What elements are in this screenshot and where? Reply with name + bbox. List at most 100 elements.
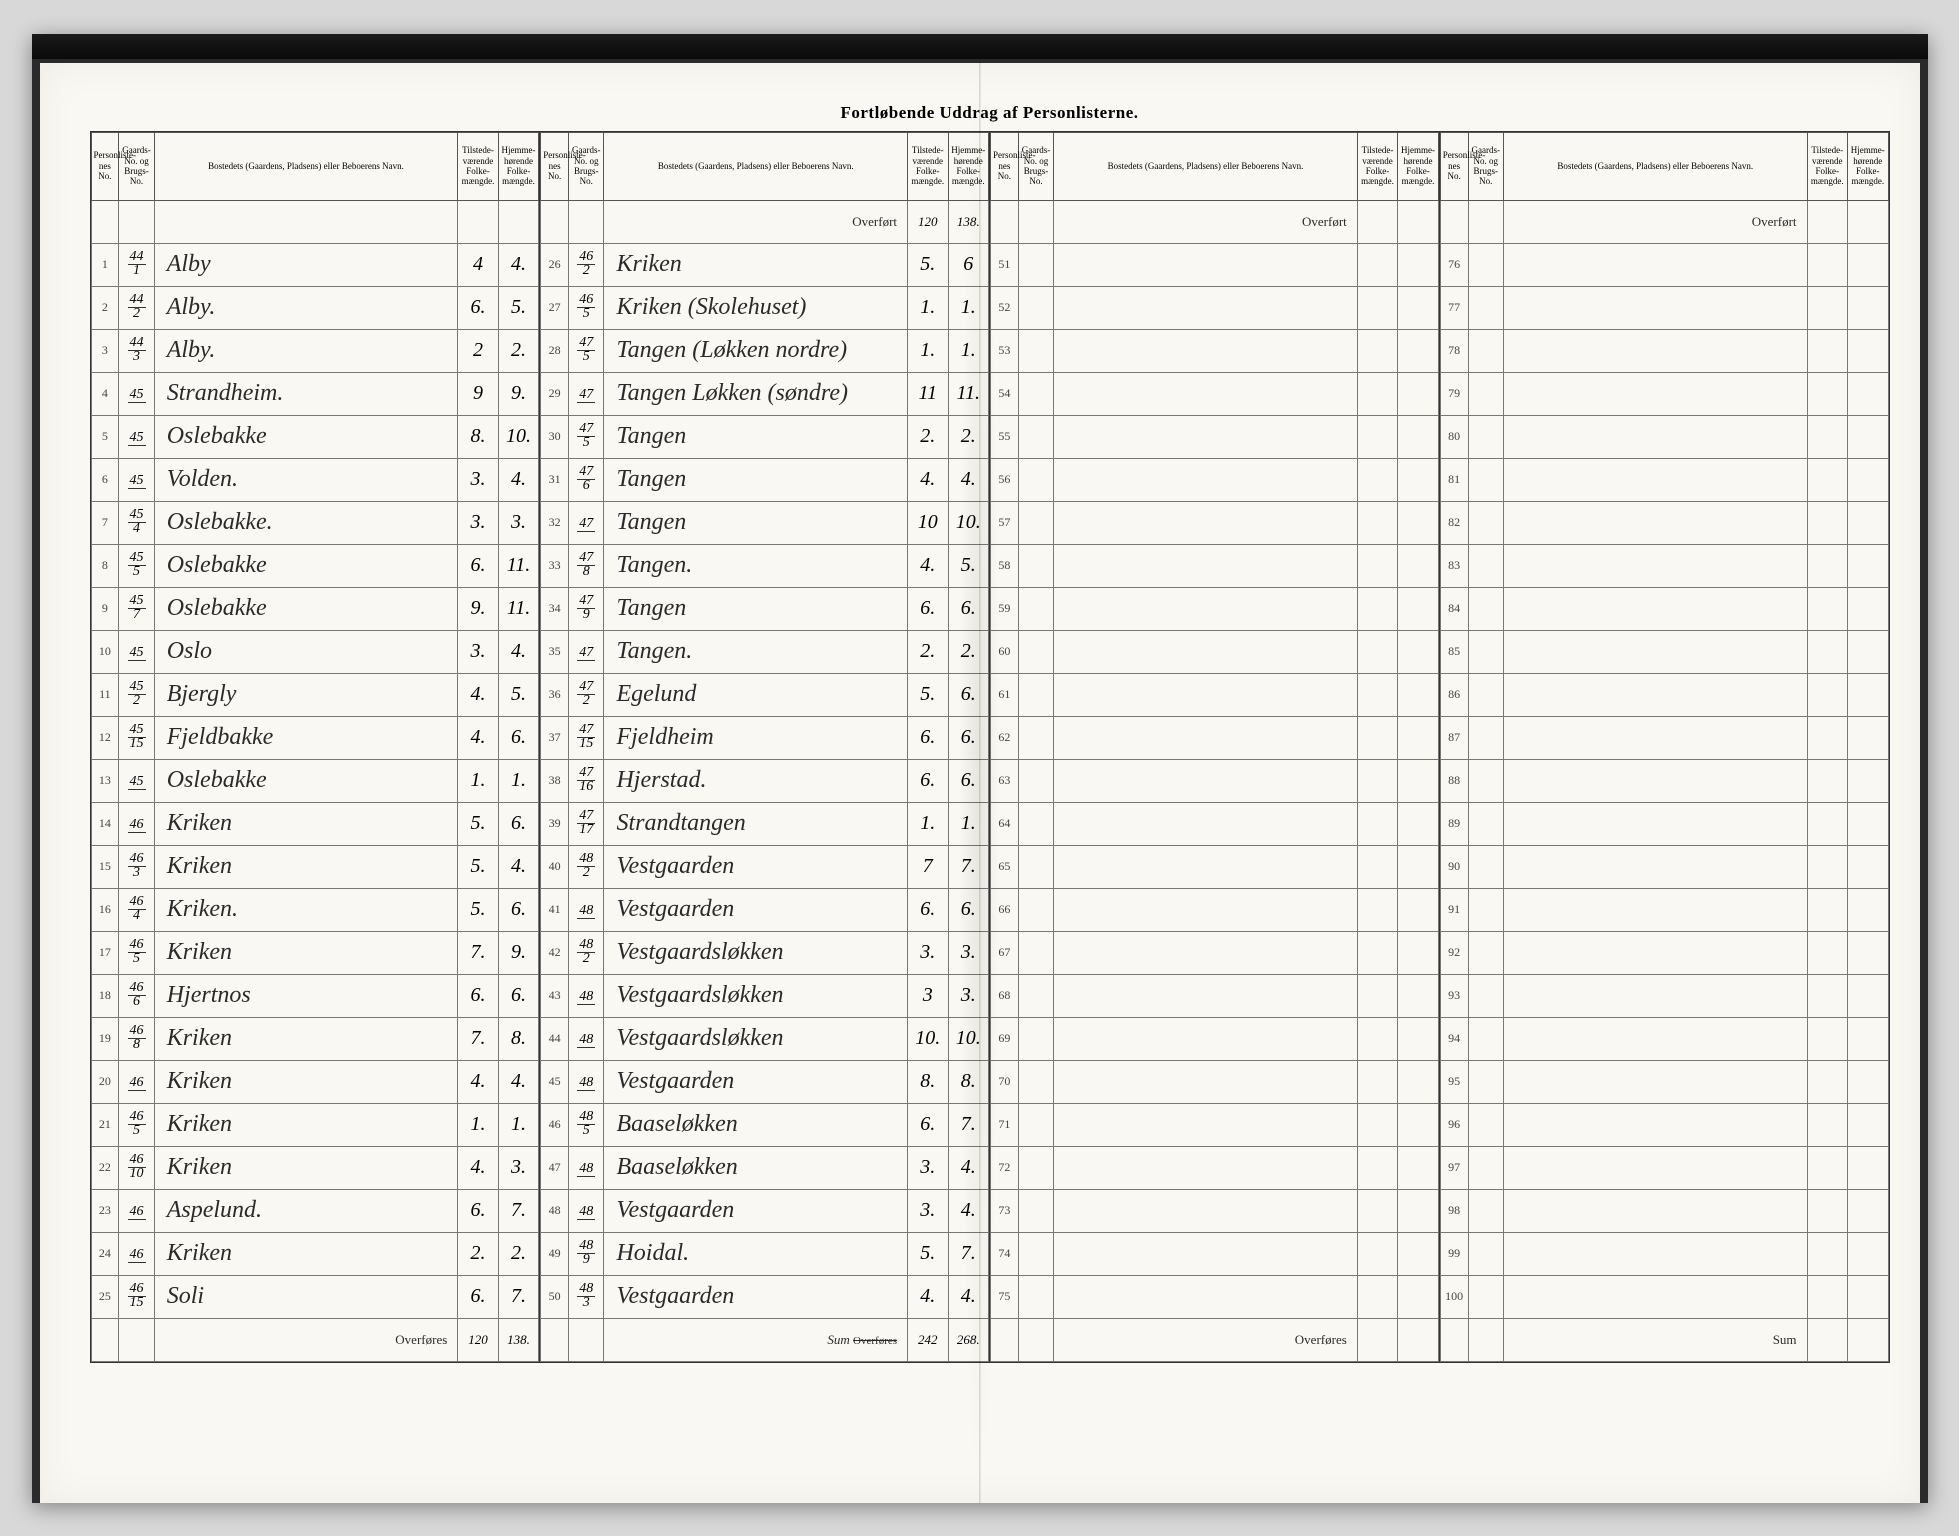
table-row: 3443Alby.22.: [91, 329, 539, 372]
tilstede: [1357, 458, 1397, 501]
tilstede: [1807, 1060, 1847, 1103]
bosted-name: Vestgaarden: [604, 888, 908, 931]
hjemme: [1848, 1189, 1889, 1232]
tilstede: 4.: [458, 673, 498, 716]
bosted-name: [1503, 243, 1807, 286]
tilstede: 5.: [458, 845, 498, 888]
bosted-name: [1054, 931, 1358, 974]
gaard-brug-no: [1468, 716, 1503, 759]
tilstede: [1807, 845, 1847, 888]
row-number: 44: [541, 1017, 569, 1060]
gaard-brug-no: 48: [569, 1146, 604, 1189]
gaard-brug-no: 47: [569, 501, 604, 544]
row-number: 15: [91, 845, 119, 888]
bosted-name: [1503, 1060, 1807, 1103]
row-number: 43: [541, 974, 569, 1017]
row-number: 9: [91, 587, 119, 630]
table-row: 51: [991, 243, 1439, 286]
bosted-name: [1054, 458, 1358, 501]
row-number: 93: [1440, 974, 1468, 1017]
table-row: 2947Tangen Løkken (søndre)1111.: [541, 372, 989, 415]
row-number: 36: [541, 673, 569, 716]
tilstede: [1357, 759, 1397, 802]
tilstede: 1.: [458, 759, 498, 802]
tilstede: [1807, 372, 1847, 415]
gaard-brug-no: [1468, 286, 1503, 329]
gaard-brug-no: [1468, 888, 1503, 931]
hjemme: [1848, 974, 1889, 1017]
hjemme: 11.: [498, 544, 539, 587]
tilstede: 4: [458, 243, 498, 286]
bosted-name: [1503, 716, 1807, 759]
tilstede: [1807, 1275, 1847, 1318]
scan-frame: Fortløbende Uddrag af Personlisterne. Pe…: [32, 34, 1928, 1503]
footer-row: Overføres120138.: [91, 1318, 539, 1361]
gaard-brug-no: [1468, 1060, 1503, 1103]
bosted-name: Oslebakke: [154, 587, 458, 630]
gaard-brug-no: 441: [119, 243, 154, 286]
row-number: 45: [541, 1060, 569, 1103]
tilstede: 9.: [458, 587, 498, 630]
table-row: 254615Soli6.7.: [91, 1275, 539, 1318]
bosted-name: [1054, 1103, 1358, 1146]
tilstede: 8.: [458, 415, 498, 458]
tbody-2: Overført120138.26462Kriken5.627465Kriken…: [541, 200, 989, 1361]
tilstede: 6.: [458, 1189, 498, 1232]
table-1: Personliste- nes No. Gaards- No. og Brug…: [91, 132, 540, 1362]
bosted-name: [1054, 716, 1358, 759]
row-number: 99: [1440, 1232, 1468, 1275]
row-number: 6: [91, 458, 119, 501]
footer-t: [1357, 1318, 1397, 1361]
row-number: 25: [91, 1275, 119, 1318]
tilstede: 1.: [908, 329, 948, 372]
gaard-brug-no: 452: [119, 673, 154, 716]
tilstede: [1807, 458, 1847, 501]
hjemme: [1848, 286, 1889, 329]
row-number: 80: [1440, 415, 1468, 458]
hjemme: 7.: [498, 1275, 539, 1318]
hjemme: [1848, 1275, 1889, 1318]
footer-t: [1807, 1318, 1847, 1361]
bosted-name: Oslo: [154, 630, 458, 673]
table-row: 8455Oslebakke6.11.: [91, 544, 539, 587]
bosted-name: Alby: [154, 243, 458, 286]
row-number: 35: [541, 630, 569, 673]
bosted-name: Tangen.: [604, 630, 908, 673]
bosted-name: Kriken.: [154, 888, 458, 931]
tilstede: [1357, 673, 1397, 716]
bosted-name: Oslebakke: [154, 759, 458, 802]
gaard-brug-no: [1468, 1017, 1503, 1060]
tilstede: [1807, 759, 1847, 802]
tilstede: 2: [458, 329, 498, 372]
hjemme: 1.: [498, 1103, 539, 1146]
table-row: 68: [991, 974, 1439, 1017]
hjemme: [1848, 931, 1889, 974]
gaard-brug-no: 48: [569, 1189, 604, 1232]
hjemme: 9.: [498, 372, 539, 415]
gaard-brug-no: [1018, 759, 1053, 802]
bosted-name: Vestgaardsløkken: [604, 1017, 908, 1060]
tilstede: [1807, 544, 1847, 587]
table-4: Personliste- nes No. Gaards- No. og Brug…: [1440, 132, 1889, 1362]
row-number: 4: [91, 372, 119, 415]
row-number: 98: [1440, 1189, 1468, 1232]
gaard-brug-no: [1018, 415, 1053, 458]
gaard-brug-no: 4610: [119, 1146, 154, 1189]
table-row: 21465Kriken1.1.: [91, 1103, 539, 1146]
bosted-name: Egelund: [604, 673, 908, 716]
hdr-hjem: Hjemme- hørende Folke- mængde.: [498, 132, 539, 200]
row-number: 100: [1440, 1275, 1468, 1318]
table-row: 445Strandheim.99.: [91, 372, 539, 415]
table-row: 97: [1440, 1146, 1888, 1189]
panel-4: Personliste- nes No. Gaards- No. og Brug…: [1439, 131, 1890, 1363]
table-row: 28475Tangen (Løkken nordre)1.1.: [541, 329, 989, 372]
table-row: 36472Egelund5.6.: [541, 673, 989, 716]
gaard-brug-no: [1018, 329, 1053, 372]
hjemme: 1.: [498, 759, 539, 802]
bosted-name: [1054, 329, 1358, 372]
footer-row: Sum: [1440, 1318, 1888, 1361]
row-number: 28: [541, 329, 569, 372]
row-number: 96: [1440, 1103, 1468, 1146]
table-row: 2442Alby.6.5.: [91, 286, 539, 329]
bosted-name: [1503, 286, 1807, 329]
